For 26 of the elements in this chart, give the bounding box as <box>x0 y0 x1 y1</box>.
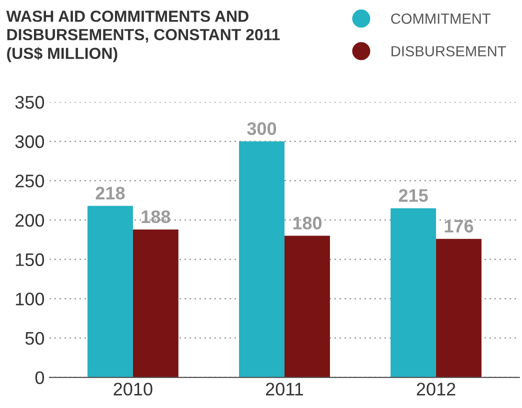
chart-title: WASH AID COMMITMENTS AND DISBURSEMENTS, CONSTANT 2011 (US$ MILLION) <box>6 10 280 62</box>
bar <box>239 141 284 378</box>
y-tick-label: 300 <box>15 135 44 148</box>
bar <box>87 206 133 378</box>
data-label: 176 <box>444 220 474 233</box>
x-tick-label: 2012 <box>416 382 456 396</box>
bar <box>284 236 330 378</box>
legend-label: DISBURSEMENT <box>392 46 506 56</box>
data-label: 215 <box>398 189 428 202</box>
y-tick-label: 150 <box>16 253 44 266</box>
y-tick-label: 100 <box>16 292 44 306</box>
bar <box>436 238 482 378</box>
y-tick-label: 200 <box>16 214 44 227</box>
data-label: 218 <box>96 186 125 200</box>
y-tick-label: 350 <box>15 96 44 109</box>
data-label: 180 <box>293 216 322 230</box>
x-tick-label: 2011 <box>266 382 304 396</box>
legend-label: COMMITMENT <box>391 14 491 24</box>
y-tick-label: 250 <box>16 174 44 188</box>
y-tick-label: 50 <box>25 332 44 345</box>
data-label: 300 <box>247 122 276 136</box>
bar <box>132 229 178 378</box>
x-tick-label: 2010 <box>114 382 152 396</box>
data-label: 188 <box>142 210 170 224</box>
bar <box>390 208 436 378</box>
y-tick-label: 0 <box>35 371 44 384</box>
